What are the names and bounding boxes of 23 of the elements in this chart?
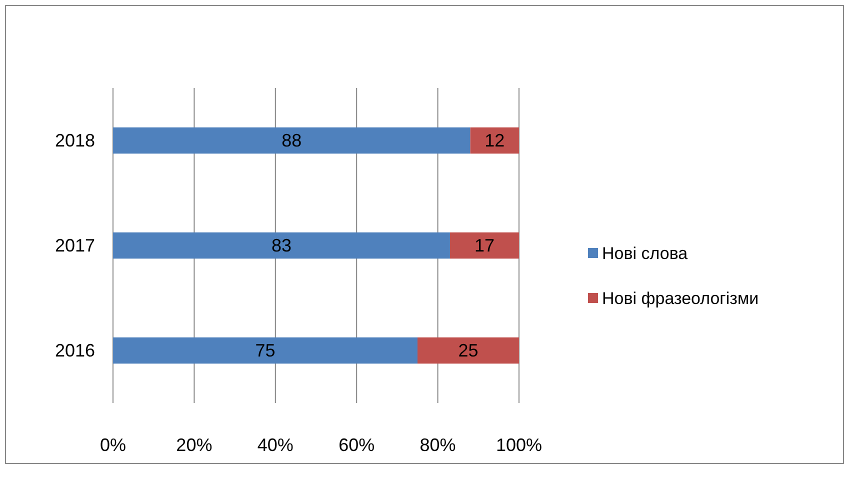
y-tick-label: 2017 [54, 235, 95, 256]
data-label: 88 [282, 130, 302, 150]
legend-label: Нові фразеологізми [602, 289, 759, 308]
x-tick-label: 100% [496, 434, 542, 455]
data-label: 12 [484, 130, 505, 150]
legend-label: Нові слова [602, 244, 688, 263]
x-tick-label: 60% [338, 434, 375, 455]
x-tick-label: 40% [257, 434, 294, 455]
x-tick-label: 20% [176, 434, 212, 455]
bar [113, 232, 450, 259]
y-tick-label: 2016 [54, 340, 95, 360]
bar [113, 127, 470, 154]
bar [450, 232, 519, 259]
data-label: 17 [474, 236, 495, 256]
data-label: 75 [255, 340, 276, 360]
data-label: 25 [458, 340, 478, 360]
y-tick-label: 2018 [54, 130, 95, 150]
x-tick-label: 0% [100, 434, 126, 455]
bar [113, 337, 418, 364]
data-label: 83 [271, 236, 292, 256]
bar [470, 127, 519, 154]
bar [418, 337, 519, 364]
x-tick-label: 80% [420, 434, 456, 455]
